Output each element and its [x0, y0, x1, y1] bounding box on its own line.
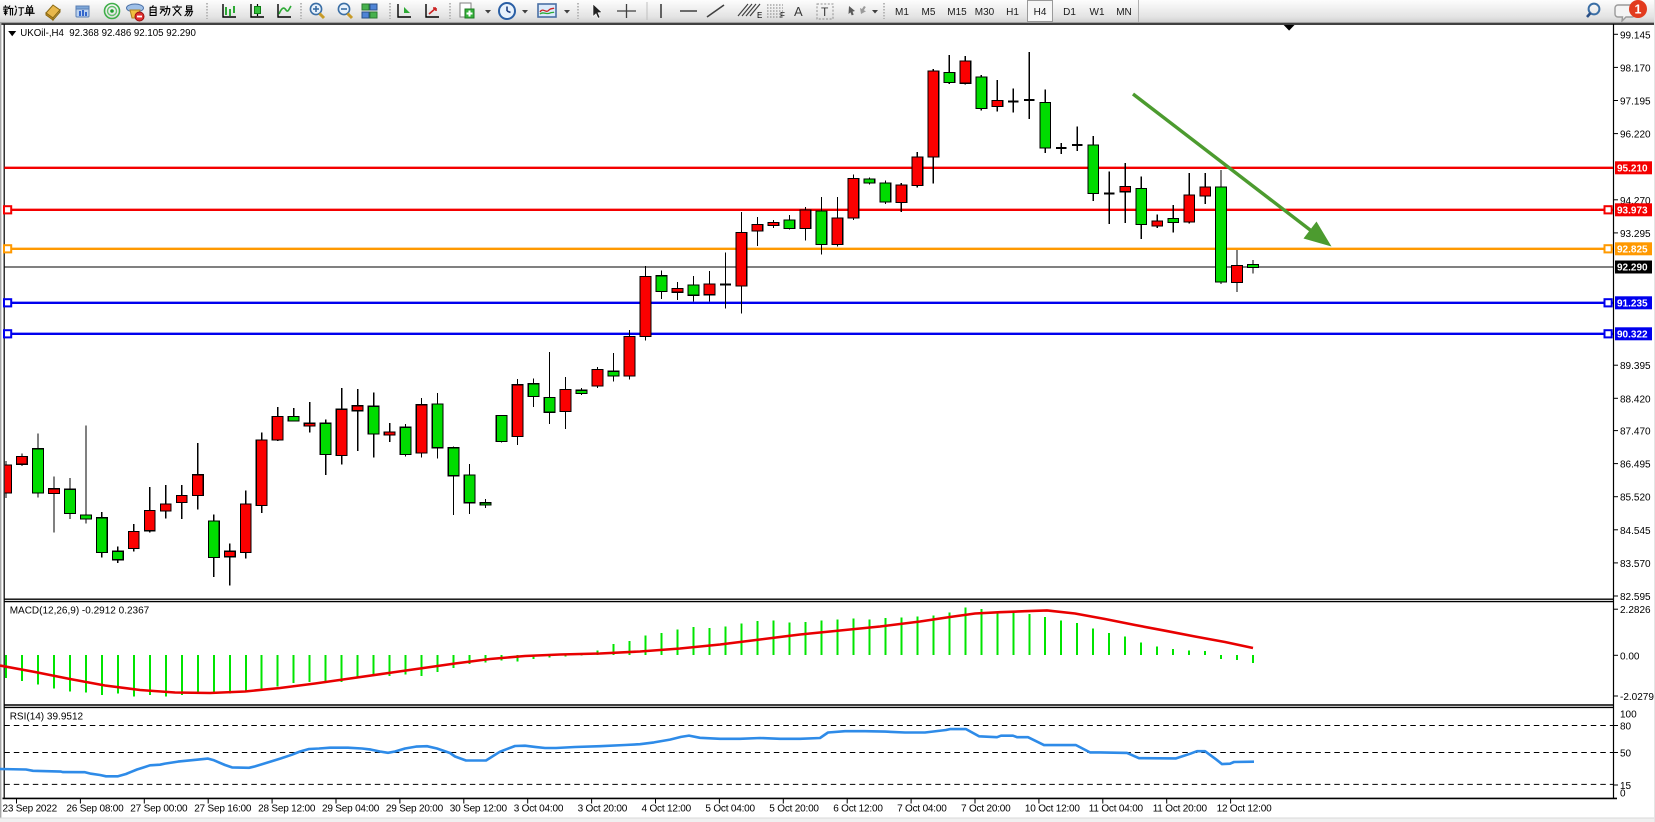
- svg-text:98.170: 98.170: [1620, 63, 1651, 74]
- svg-text:88.420: 88.420: [1620, 394, 1651, 405]
- svg-text:7 Oct 04:00: 7 Oct 04:00: [897, 804, 947, 815]
- svg-text:M1: M1: [895, 7, 909, 18]
- svg-text:86.495: 86.495: [1620, 460, 1651, 471]
- svg-text:89.395: 89.395: [1620, 361, 1651, 372]
- svg-text:27 Sep 16:00: 27 Sep 16:00: [194, 804, 252, 815]
- svg-text:99.145: 99.145: [1620, 30, 1651, 41]
- svg-text:MACD(12,26,9) -0.2912 0.2367: MACD(12,26,9) -0.2912 0.2367: [10, 606, 150, 617]
- svg-text:-2.0279: -2.0279: [1620, 692, 1654, 703]
- svg-text:M30: M30: [975, 7, 995, 18]
- svg-text:7 Oct 20:00: 7 Oct 20:00: [961, 804, 1011, 815]
- svg-text:6 Oct 12:00: 6 Oct 12:00: [833, 804, 883, 815]
- svg-text:RSI(14) 39.9512: RSI(14) 39.9512: [10, 712, 84, 723]
- svg-text:91.235: 91.235: [1617, 299, 1648, 310]
- svg-text:T: T: [821, 5, 829, 19]
- svg-text:95.210: 95.210: [1617, 164, 1648, 175]
- svg-text:93.973: 93.973: [1617, 206, 1648, 217]
- svg-text:93.295: 93.295: [1620, 229, 1651, 240]
- svg-text:80: 80: [1620, 722, 1632, 733]
- svg-text:0: 0: [1620, 789, 1626, 800]
- svg-text:W1: W1: [1090, 7, 1105, 18]
- svg-text:5 Oct 04:00: 5 Oct 04:00: [705, 804, 755, 815]
- svg-text:12 Oct 12:00: 12 Oct 12:00: [1217, 804, 1272, 815]
- svg-text:23 Sep 2022: 23 Sep 2022: [3, 804, 58, 815]
- svg-text:97.195: 97.195: [1620, 97, 1651, 108]
- svg-text:83.570: 83.570: [1620, 559, 1651, 570]
- svg-text:100: 100: [1620, 709, 1637, 720]
- svg-text:3 Oct 04:00: 3 Oct 04:00: [514, 804, 564, 815]
- svg-text:10 Oct 12:00: 10 Oct 12:00: [1025, 804, 1080, 815]
- svg-text:50: 50: [1620, 749, 1632, 760]
- svg-text:92.290: 92.290: [1617, 263, 1648, 274]
- svg-text:UKOil-,H4 92.368 92.486 92.10: UKOil-,H4 92.368 92.486 92.105 92.290: [20, 28, 196, 39]
- svg-text:85.520: 85.520: [1620, 493, 1651, 504]
- svg-text:15: 15: [1620, 781, 1632, 792]
- svg-text:84.545: 84.545: [1620, 526, 1651, 537]
- svg-text:MN: MN: [1116, 7, 1132, 18]
- svg-text:0.00: 0.00: [1620, 651, 1640, 662]
- svg-text:3 Oct 20:00: 3 Oct 20:00: [578, 804, 628, 815]
- svg-text:29 Sep 04:00: 29 Sep 04:00: [322, 804, 380, 815]
- svg-text:94.270: 94.270: [1620, 196, 1651, 207]
- svg-text:4 Oct 12:00: 4 Oct 12:00: [642, 804, 692, 815]
- svg-text:F: F: [780, 11, 785, 20]
- svg-text:90.322: 90.322: [1617, 330, 1648, 341]
- svg-text:5 Oct 20:00: 5 Oct 20:00: [769, 804, 819, 815]
- svg-text:M5: M5: [922, 7, 936, 18]
- svg-text:A: A: [794, 4, 803, 19]
- svg-text:29 Sep 20:00: 29 Sep 20:00: [386, 804, 444, 815]
- svg-text:H4: H4: [1034, 7, 1047, 18]
- svg-text:11 Oct 04:00: 11 Oct 04:00: [1089, 804, 1144, 815]
- svg-text:92.825: 92.825: [1617, 245, 1648, 256]
- svg-text:28 Sep 12:00: 28 Sep 12:00: [258, 804, 316, 815]
- svg-text:11 Oct 20:00: 11 Oct 20:00: [1153, 804, 1208, 815]
- svg-text:1: 1: [1635, 3, 1642, 17]
- svg-text:27 Sep 00:00: 27 Sep 00:00: [130, 804, 188, 815]
- svg-text:H1: H1: [1006, 7, 1019, 18]
- svg-text:96.220: 96.220: [1620, 130, 1651, 141]
- svg-text:E: E: [757, 11, 762, 20]
- svg-text:26 Sep 08:00: 26 Sep 08:00: [66, 804, 124, 815]
- svg-text:82.595: 82.595: [1620, 592, 1651, 603]
- svg-text:30 Sep 12:00: 30 Sep 12:00: [450, 804, 508, 815]
- svg-text:2.2826: 2.2826: [1620, 605, 1651, 616]
- svg-text:87.470: 87.470: [1620, 427, 1651, 438]
- svg-text:D1: D1: [1063, 7, 1076, 18]
- svg-text:M15: M15: [947, 7, 967, 18]
